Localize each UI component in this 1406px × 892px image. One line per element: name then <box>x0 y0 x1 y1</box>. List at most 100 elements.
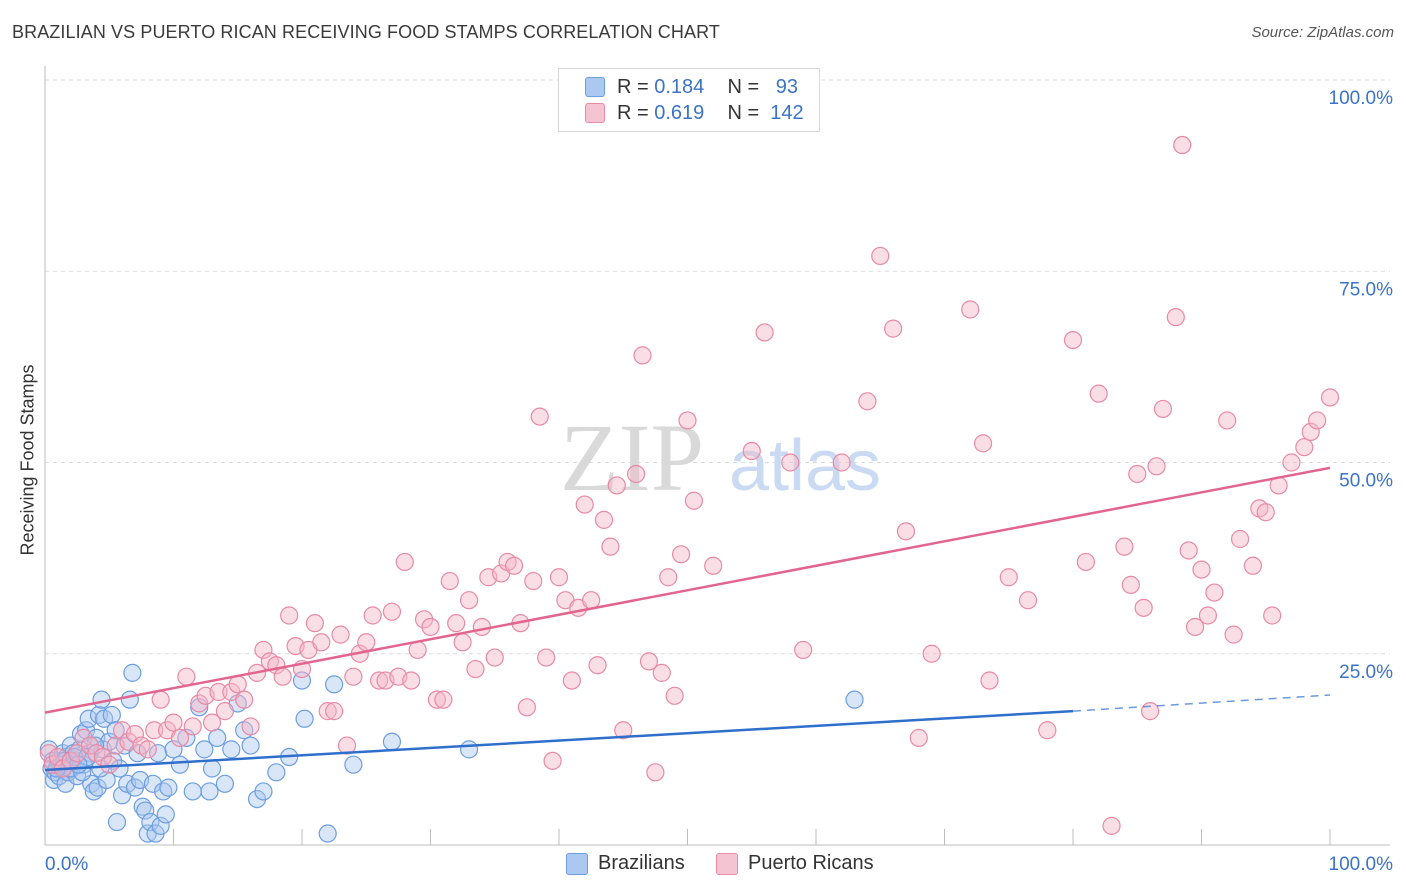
puerto-rican-point <box>472 617 491 637</box>
puerto-rican-point <box>1198 606 1218 625</box>
puerto-rican-point <box>1153 399 1173 419</box>
brazilian-point <box>141 812 160 832</box>
correlation-legend: R = 0.184 N = 93 R = 0.619 N = 142 <box>558 68 820 132</box>
puerto-rican-point <box>440 571 459 591</box>
puerto-rican-point <box>344 667 363 686</box>
puerto-rican-point <box>254 640 273 660</box>
brazilian-point <box>459 740 479 759</box>
puerto-rican-point <box>614 721 633 740</box>
puerto-rican-point <box>164 713 183 732</box>
puerto-rican-point <box>543 751 562 770</box>
puerto-rican-point <box>331 625 350 644</box>
brazilian-point <box>222 740 241 759</box>
brazilian-point <box>79 709 98 728</box>
puerto-rican-point <box>100 755 119 774</box>
puerto-rican-point <box>382 602 402 621</box>
puerto-rican-point <box>177 667 196 686</box>
legend-label-puerto-ricans: Puerto Ricans <box>748 852 874 874</box>
watermark: ZIP atlas <box>560 404 881 511</box>
brazilian-point <box>110 759 129 778</box>
puerto-rican-point <box>421 617 440 637</box>
tick-labels: 0.0% 100.0% 25.0% 50.0% 75.0% 100.0% <box>45 88 1393 875</box>
brazilian-point <box>97 770 116 790</box>
brazilian-point <box>318 824 337 843</box>
puerto-rican-point <box>363 606 382 625</box>
puerto-rican-point <box>832 453 851 472</box>
legend-n-label: N = <box>727 101 760 124</box>
brazilian-point <box>845 690 864 709</box>
puerto-rican-point <box>151 690 170 709</box>
puerto-rican-point <box>1295 438 1314 457</box>
brazilian-point <box>215 774 234 793</box>
y-tick-label: 50.0% <box>1339 471 1393 492</box>
puerto-rican-point <box>1282 453 1301 472</box>
brazilian-point <box>344 755 363 774</box>
puerto-rican-point <box>170 728 190 748</box>
brazilian-point <box>241 736 260 755</box>
puerto-rican-trend-line <box>44 466 1331 714</box>
brazilian-point <box>208 728 227 748</box>
puerto-rican-point <box>582 591 601 610</box>
puerto-rican-point <box>370 671 389 690</box>
puerto-rican-point <box>337 736 357 755</box>
brazilian-point <box>159 778 178 797</box>
puerto-rican-point <box>1179 541 1198 560</box>
puerto-rican-point <box>961 300 980 319</box>
watermark-atlas: atlas <box>729 426 881 506</box>
puerto-rican-point <box>305 614 324 633</box>
legend-swatch-pink <box>585 103 605 123</box>
puerto-rican-point <box>588 656 607 675</box>
puerto-rican-point <box>241 717 260 736</box>
puerto-rican-point <box>973 434 993 453</box>
brazilian-point <box>382 732 402 751</box>
puerto-rican-point <box>273 667 292 686</box>
puerto-rican-point <box>883 319 903 338</box>
brazilian-point <box>254 782 273 801</box>
brazilian-point <box>195 740 214 759</box>
y-tick-label: 100.0% <box>1329 88 1394 109</box>
puerto-rican-point <box>1205 583 1224 602</box>
puerto-rican-point <box>1115 537 1134 556</box>
brazilian-point <box>177 728 196 748</box>
legend-swatch-blue <box>566 852 588 875</box>
brazilian-point <box>190 698 209 717</box>
puerto-rican-point <box>1076 552 1095 572</box>
brazilian-point <box>148 744 168 763</box>
puerto-rican-point <box>549 568 569 587</box>
brazilian-point <box>267 763 286 782</box>
puerto-rican-point <box>755 323 774 342</box>
brazilian-point <box>136 801 155 820</box>
brazilian-point <box>151 816 170 835</box>
puerto-rican-point <box>1224 625 1243 644</box>
puerto-rican-point <box>1121 575 1140 595</box>
puerto-rican-point <box>537 648 556 667</box>
brazilian-trend-line <box>44 709 1074 772</box>
legend-r-value: 0.619 <box>654 101 705 124</box>
puerto-rican-point <box>1134 598 1153 617</box>
legend-n-label: N = <box>727 75 760 98</box>
y-axis-label: Receiving Food Stamps <box>17 364 38 556</box>
puerto-rican-point <box>652 663 671 682</box>
puerto-rican-point <box>922 644 941 663</box>
puerto-rican-point <box>1173 135 1192 155</box>
puerto-rican-point <box>402 671 421 690</box>
grid-lines <box>45 79 1390 655</box>
brazilian-point <box>123 663 142 682</box>
puerto-rican-point <box>704 556 723 575</box>
puerto-rican-point <box>1063 331 1083 350</box>
puerto-rican-point <box>39 744 58 763</box>
legend-n-value: 142 <box>770 101 804 124</box>
puerto-rican-point <box>626 464 646 484</box>
data-points <box>39 135 1340 843</box>
brazilian-trend-extension <box>1072 694 1331 712</box>
puerto-rican-point <box>1192 560 1211 579</box>
puerto-rican-point <box>1243 556 1263 575</box>
legend-r-label: R = <box>617 101 649 124</box>
puerto-rican-point <box>1147 457 1166 476</box>
puerto-rican-point <box>524 571 543 591</box>
puerto-rican-point <box>562 671 581 690</box>
puerto-rican-point <box>665 686 684 705</box>
puerto-rican-point <box>781 453 800 472</box>
puerto-rican-point <box>1185 617 1205 637</box>
puerto-rican-point <box>594 510 614 529</box>
